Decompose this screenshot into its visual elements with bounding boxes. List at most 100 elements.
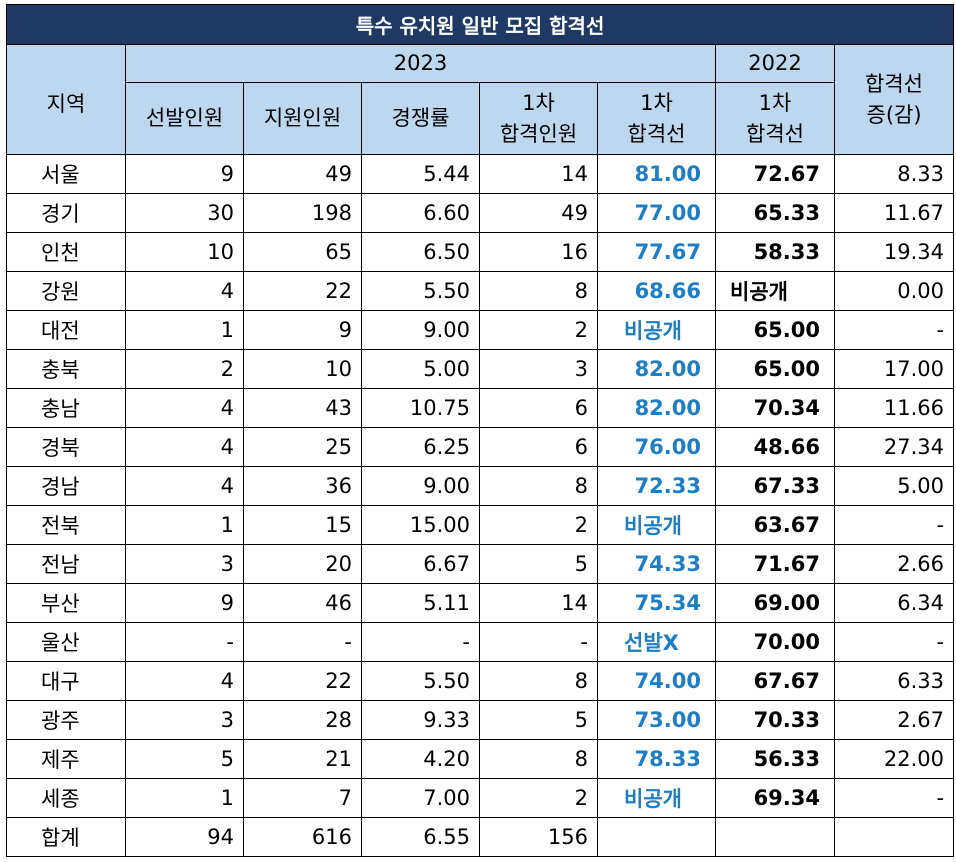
cell-applicants: 46	[243, 583, 362, 623]
cell-cutoff-2023: 75.34	[597, 583, 716, 623]
cell-selected: 5	[125, 739, 244, 779]
table-row: 경북 4 25 6.25 6 76.00 48.66 27.34	[6, 427, 955, 467]
table-title: 특수 유치원 일반 모집 합격선	[5, 4, 955, 45]
cell-applicants: 22	[243, 661, 362, 701]
cell-applicants: 9	[243, 310, 362, 350]
cell-cutoff-2022: 65.00	[715, 310, 835, 350]
cell-selected: 4	[125, 271, 244, 311]
cell-cutoff-2022: 71.67	[715, 544, 835, 584]
cell-change: 5.00	[833, 466, 955, 506]
cell-pass-count: 14	[479, 154, 598, 194]
cell-region: 대전	[6, 310, 126, 350]
cell-ratio: 6.50	[361, 232, 480, 272]
cell-selected: 9	[125, 583, 244, 623]
cell-pass-count: 3	[479, 349, 598, 389]
cell-ratio: 5.50	[361, 271, 480, 311]
cell-applicants: 22	[243, 271, 362, 311]
table-row: 강원 4 22 5.50 8 68.66 비공개 0.00	[6, 271, 955, 311]
cell-cutoff-2022: 72.67	[715, 154, 835, 194]
cell-change: 11.66	[833, 388, 955, 428]
cell-cutoff-2023: 73.00	[597, 700, 716, 740]
cell-applicants: -	[243, 622, 362, 662]
cell-region: 충남	[6, 388, 126, 428]
cell-selected: 2	[125, 349, 244, 389]
cell-cutoff-2023: 74.33	[597, 544, 716, 584]
cell-selected: 30	[125, 193, 244, 233]
cell-ratio: 6.67	[361, 544, 480, 584]
header-change-line1: 합격선	[865, 72, 923, 97]
cell-ratio: 9.00	[361, 466, 480, 506]
cell-ratio: 4.20	[361, 739, 480, 779]
table-row: 충북 2 10 5.00 3 82.00 65.00 17.00	[6, 349, 955, 389]
cell-cutoff-2022	[715, 817, 835, 857]
cell-change: 17.00	[833, 349, 955, 389]
cell-applicants: 21	[243, 739, 362, 779]
cell-cutoff-2022: 58.33	[715, 232, 835, 272]
cell-applicants: 43	[243, 388, 362, 428]
cell-pass-count: 2	[479, 505, 598, 545]
cell-cutoff-2023: 비공개	[597, 505, 716, 545]
table-row: 경남 4 36 9.00 8 72.33 67.33 5.00	[6, 466, 955, 506]
cell-cutoff-2022: 65.00	[715, 349, 835, 389]
cell-ratio: -	[361, 622, 480, 662]
cell-pass-count: 8	[479, 739, 598, 779]
cell-cutoff-2023: 76.00	[597, 427, 716, 467]
cell-applicants: 7	[243, 778, 362, 818]
cell-cutoff-2022: 70.00	[715, 622, 835, 662]
header-cutoff-2023-line1: 1차	[640, 91, 673, 116]
cell-cutoff-2023: 선발X	[597, 622, 716, 662]
cell-ratio: 6.60	[361, 193, 480, 233]
header-pass-count-line1: 1차	[522, 91, 555, 116]
cell-ratio: 7.00	[361, 778, 480, 818]
cell-cutoff-2022: 67.33	[715, 466, 835, 506]
cell-pass-count: 6	[479, 427, 598, 467]
cell-ratio: 6.55	[361, 817, 480, 857]
header-cutoff-2022: 1차 합격선	[715, 82, 835, 155]
header-region: 지역	[6, 44, 126, 155]
cell-cutoff-2023	[597, 817, 716, 857]
cell-region: 강원	[6, 271, 126, 311]
cell-cutoff-2023: 77.00	[597, 193, 716, 233]
cell-change: -	[833, 778, 955, 818]
cell-change	[833, 817, 955, 857]
cell-region: 서울	[6, 154, 126, 194]
cell-selected: 3	[125, 544, 244, 584]
table-row: 합계 94 616 6.55 156	[6, 817, 955, 857]
cell-cutoff-2022: 56.33	[715, 739, 835, 779]
cell-pass-count: 8	[479, 271, 598, 311]
cell-cutoff-2023: 74.00	[597, 661, 716, 701]
cell-ratio: 5.50	[361, 661, 480, 701]
header-pass-count: 1차 합격인원	[479, 82, 598, 155]
cell-region: 광주	[6, 700, 126, 740]
cell-change: 0.00	[833, 271, 955, 311]
table-row: 대구 4 22 5.50 8 74.00 67.67 6.33	[6, 661, 955, 701]
cell-pass-count: 49	[479, 193, 598, 233]
cell-region: 경북	[6, 427, 126, 467]
cell-applicants: 36	[243, 466, 362, 506]
table-row: 경기 30 198 6.60 49 77.00 65.33 11.67	[6, 193, 955, 233]
cell-region: 전남	[6, 544, 126, 584]
header-cutoff-2023-line2: 합격선	[627, 121, 686, 146]
cell-cutoff-2022: 70.34	[715, 388, 835, 428]
cell-cutoff-2023: 68.66	[597, 271, 716, 311]
cell-ratio: 6.25	[361, 427, 480, 467]
header-cutoff-2022-line2: 합격선	[746, 121, 804, 146]
table-row: 충남 4 43 10.75 6 82.00 70.34 11.66	[6, 388, 955, 428]
cell-applicants: 65	[243, 232, 362, 272]
cell-change: 8.33	[833, 154, 955, 194]
table-row: 울산 - - - - 선발X 70.00-	[6, 622, 955, 662]
cell-pass-count: 8	[479, 661, 598, 701]
cell-cutoff-2023: 72.33	[597, 466, 716, 506]
cell-region: 대구	[6, 661, 126, 701]
cell-cutoff-2023: 비공개	[597, 778, 716, 818]
cell-ratio: 9.33	[361, 700, 480, 740]
cell-change: 6.34	[833, 583, 955, 623]
cell-change: 19.34	[833, 232, 955, 272]
table-row: 부산 9 46 5.11 14 75.34 69.00 6.34	[6, 583, 955, 623]
table-row: 세종 1 7 7.00 2 비공개 69.34-	[6, 778, 955, 818]
cell-pass-count: 5	[479, 544, 598, 584]
cell-ratio: 5.00	[361, 349, 480, 389]
header-year-2022: 2022	[715, 44, 835, 83]
header-ratio: 경쟁률	[361, 82, 480, 155]
cell-region: 전북	[6, 505, 126, 545]
